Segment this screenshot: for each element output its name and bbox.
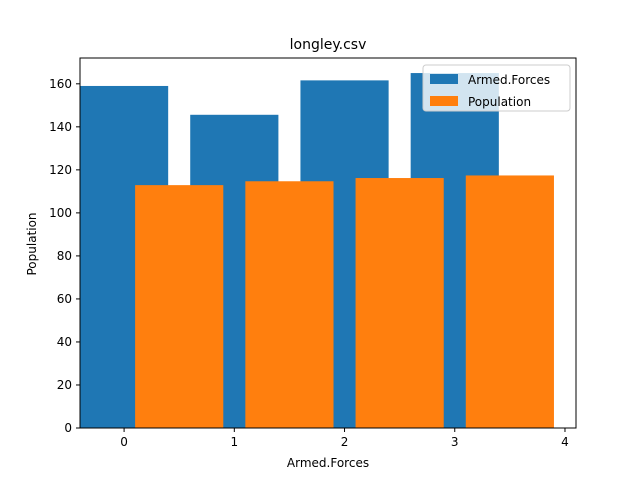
- y-axis-label: Population: [25, 212, 39, 275]
- y-tick-label: 140: [49, 120, 72, 134]
- y-tick-label: 60: [57, 292, 72, 306]
- x-tick-label: 2: [341, 435, 349, 449]
- legend-box: [422, 64, 571, 112]
- bar-population-0: [135, 185, 224, 428]
- chart-title: longley.csv: [290, 37, 367, 53]
- legend-swatch-armed-forces: [430, 74, 458, 84]
- bar-population-1: [245, 181, 334, 428]
- x-tick-label: 0: [120, 435, 128, 449]
- legend-swatch-population: [430, 96, 458, 106]
- y-tick-label: 120: [49, 163, 72, 177]
- x-tick-label: 4: [561, 435, 569, 449]
- legend-label-armed-forces: Armed.Forces: [468, 73, 550, 87]
- y-tick-label: 100: [49, 206, 72, 220]
- x-tick-label: 1: [230, 435, 238, 449]
- y-tick-label: 20: [57, 378, 72, 392]
- plot-frame: [79, 57, 577, 429]
- bars-layer: [80, 73, 554, 428]
- legend: Armed.Forces Population: [422, 64, 571, 112]
- y-tick-label: 160: [49, 77, 72, 91]
- bar-population-3: [465, 175, 554, 428]
- legend-label-population: Population: [468, 95, 531, 109]
- y-tick-label: 40: [57, 335, 72, 349]
- x-axis-label: Armed.Forces: [287, 456, 369, 470]
- bar-population-2: [355, 178, 444, 428]
- x-tick-label: 3: [451, 435, 459, 449]
- y-tick-label: 0: [64, 421, 72, 435]
- y-tick-label: 80: [57, 249, 72, 263]
